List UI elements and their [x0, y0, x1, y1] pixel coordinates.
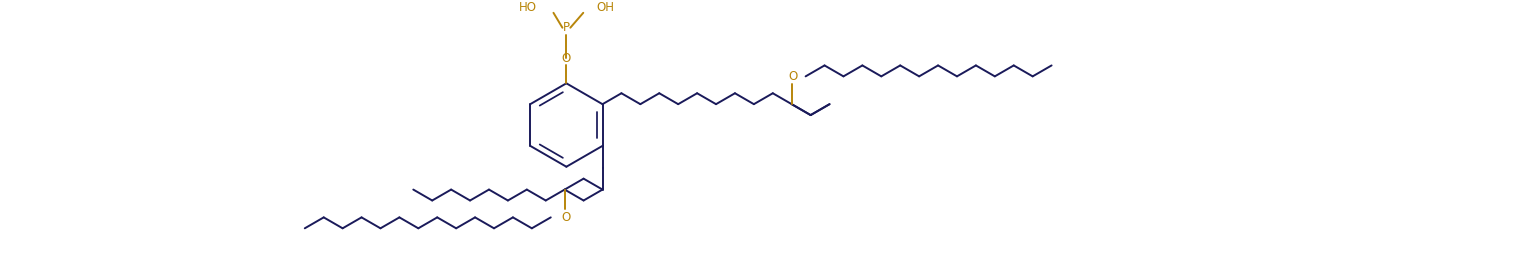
Text: O: O — [788, 70, 797, 83]
Text: P: P — [563, 21, 569, 34]
Text: OH: OH — [597, 1, 614, 14]
Text: O: O — [562, 211, 571, 224]
Text: HO: HO — [519, 1, 537, 14]
Text: O: O — [562, 52, 571, 65]
